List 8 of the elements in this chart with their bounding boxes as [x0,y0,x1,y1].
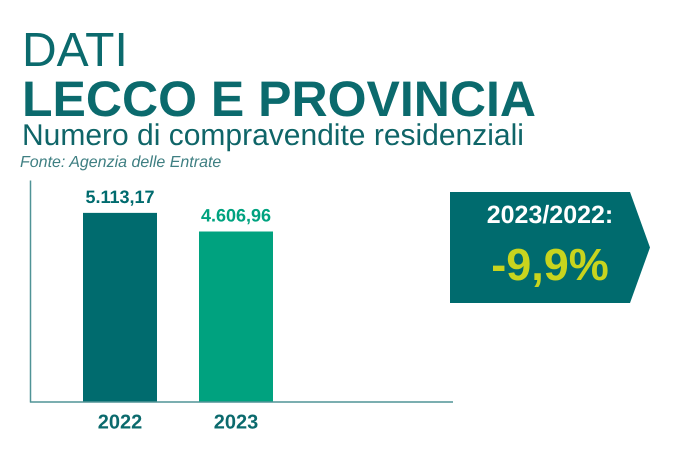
x-tick-label: 2022 [98,412,142,434]
text: -9,9% [491,239,609,290]
data-label: 4.606,96 [200,206,272,226]
source-note: Fonte: Agenzia delle Entrate [20,154,222,171]
x-tick-label: 2023 [214,412,258,434]
data-label: 5.113,17 [85,186,155,207]
text: 2023/2022: [486,201,614,229]
chart-subtitle: Numero di compravendite residenziali [22,119,524,152]
